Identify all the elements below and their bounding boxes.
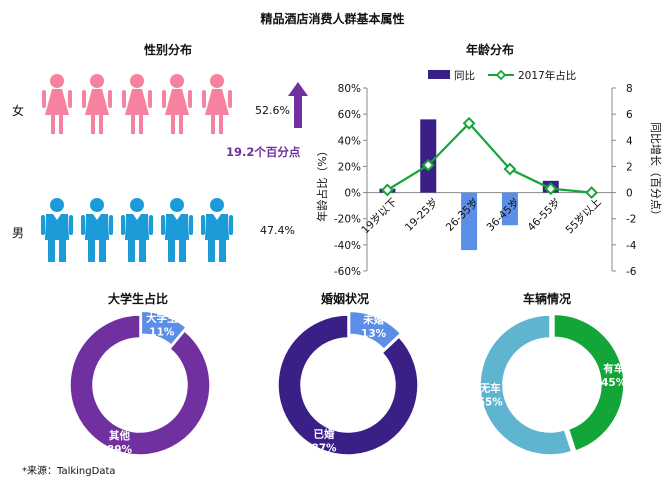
female-person-icon — [82, 74, 112, 134]
donut-slice-value: 55% — [478, 396, 504, 408]
left-tick-label: -60% — [334, 266, 361, 278]
donut-students: 大学生 11% 其他 89% — [69, 310, 211, 456]
share-line-marker — [421, 158, 435, 172]
age-chart: 80% 60% 40% 20% 0% -20% -40% -60% 8 6 4 2 0 -2 -4 -6 年龄占… — [315, 69, 663, 278]
share-line-marker — [585, 186, 598, 199]
donut-slice-label: 其他 — [109, 429, 130, 442]
male-person-icon — [81, 198, 113, 262]
donut-marriage: 未婚 13% 已婚 87% — [277, 310, 419, 456]
female-pct: 52.6% — [255, 104, 290, 117]
donut-slice-value: 11% — [149, 326, 175, 338]
left-tick-label: 60% — [338, 109, 361, 121]
age-category-label: 19岁以下 — [359, 196, 400, 237]
left-axis-title: 年龄占比（%） — [315, 145, 329, 221]
increase-arrow-icon — [288, 82, 308, 128]
age-category-label: 19-25岁 — [402, 196, 440, 234]
donut-vehicle: 有车 45% 无车 55% — [478, 313, 627, 456]
donut-slice-label: 大学生 — [146, 311, 178, 324]
age-category-label: 55岁以上 — [563, 196, 604, 237]
donut-slice-label: 已婚 — [313, 428, 334, 441]
right-tick-label: 6 — [626, 109, 633, 121]
donut-slice-value: 87% — [311, 443, 337, 455]
right-tick-label: -4 — [626, 240, 637, 252]
age-bar — [420, 119, 437, 193]
male-person-icon — [121, 198, 153, 262]
main-title: 精品酒店消费人群基本属性 — [260, 12, 405, 26]
left-tick-label: 0% — [344, 188, 361, 200]
age-chart-title: 年龄分布 — [465, 43, 514, 57]
male-label: 男 — [12, 226, 25, 240]
female-person-icon — [122, 74, 152, 134]
donut-title-students: 大学生占比 — [107, 292, 168, 306]
female-icons — [42, 74, 232, 134]
gender-title: 性别分布 — [143, 43, 192, 57]
donut-slice — [69, 314, 211, 456]
left-tick-label: -40% — [334, 240, 361, 252]
donut-slice — [553, 313, 625, 452]
male-person-icon — [201, 198, 233, 262]
male-person-icon — [41, 198, 73, 262]
female-label: 女 — [12, 104, 25, 118]
share-line-marker — [503, 162, 517, 176]
left-tick-label: -20% — [334, 214, 361, 226]
gap-note: 19.2个百分点 — [226, 145, 301, 159]
right-tick-label: 2 — [626, 161, 633, 173]
right-tick-label: 4 — [626, 135, 633, 147]
right-tick-label: -6 — [626, 266, 637, 278]
share-line-marker — [462, 116, 476, 130]
share-line — [386, 121, 592, 194]
donut-slice — [348, 310, 402, 351]
right-axis-title: 同比增长（百分点） — [649, 122, 663, 221]
donut-slice-label: 无车 — [479, 381, 501, 394]
female-person-icon — [202, 74, 232, 134]
right-tick-label: -2 — [626, 214, 636, 226]
age-legend: 同比 2017年占比 — [428, 69, 576, 82]
donut-title-vehicle: 车辆情况 — [522, 292, 571, 306]
donut-slice-value: 13% — [361, 328, 387, 340]
right-tick-label: 0 — [626, 188, 633, 200]
female-person-icon — [42, 74, 72, 134]
source-note: *来源：TalkingData — [22, 466, 116, 477]
left-tick-label: 80% — [338, 83, 361, 95]
donut-title-marriage: 婚姻状况 — [320, 292, 369, 306]
legend-line-marker — [495, 69, 507, 81]
legend-bar-swatch — [428, 70, 450, 79]
legend-bar-label: 同比 — [454, 69, 475, 82]
share-line-marker — [544, 182, 558, 196]
male-icons — [41, 198, 233, 262]
male-person-icon — [161, 198, 193, 262]
donut-slice — [479, 314, 573, 456]
age-bar — [461, 192, 478, 251]
left-tick-label: 20% — [338, 161, 361, 173]
donut-slice-label: 未婚 — [362, 313, 384, 326]
donut-slice-label: 有车 — [603, 362, 624, 375]
age-category-label: 46-55岁 — [525, 196, 563, 234]
donut-slice — [277, 314, 419, 456]
male-pct: 47.4% — [260, 224, 295, 237]
donut-slice — [140, 310, 188, 347]
right-tick-label: 8 — [626, 83, 633, 95]
age-bar — [501, 192, 518, 226]
female-person-icon — [162, 74, 192, 134]
share-line-marker — [381, 183, 394, 197]
donut-slice-value: 45% — [601, 377, 627, 389]
donut-slice-value: 89% — [107, 444, 133, 456]
legend-line-label: 2017年占比 — [518, 69, 576, 82]
left-tick-label: 40% — [338, 135, 361, 147]
